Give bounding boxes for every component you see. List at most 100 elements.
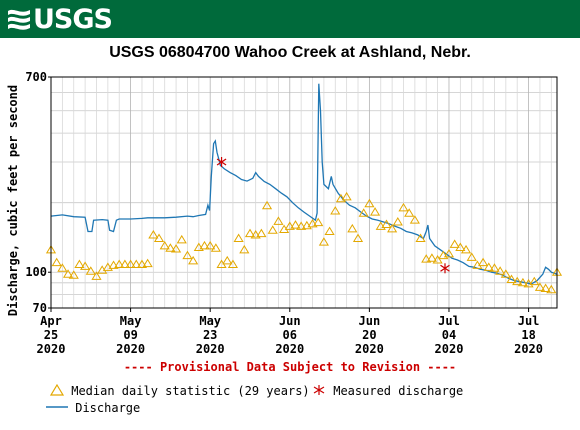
- median-point: [170, 244, 182, 253]
- asterisk-icon: [313, 385, 325, 395]
- median-point: [534, 282, 546, 291]
- x-tick-label: 2020: [514, 342, 543, 356]
- median-point: [176, 234, 187, 244]
- median-point: [284, 221, 295, 230]
- median-point: [68, 270, 79, 279]
- median-point: [489, 263, 500, 272]
- median-point: [205, 240, 216, 250]
- median-point: [210, 243, 221, 252]
- median-point: [153, 233, 165, 242]
- median-point: [159, 240, 170, 250]
- plot-frame: [50, 76, 558, 309]
- median-point: [432, 254, 443, 264]
- median-point: [358, 208, 369, 217]
- median-point: [142, 258, 153, 268]
- median-point: [261, 200, 273, 210]
- median-point: [398, 202, 409, 212]
- measured-point: [216, 157, 227, 168]
- median-point: [409, 215, 420, 224]
- median-point: [136, 259, 148, 268]
- x-tick-label: Apr: [40, 314, 62, 328]
- line-icon: [46, 406, 68, 408]
- median-point: [250, 229, 261, 239]
- median-point: [114, 259, 125, 268]
- chart-grid: [50, 77, 557, 309]
- median-point: [256, 228, 267, 238]
- median-point: [57, 263, 68, 272]
- legend-label-median: Median daily statistic (29 years): [71, 384, 310, 398]
- median-point: [426, 253, 438, 262]
- median-point: [449, 239, 460, 248]
- median-point: [91, 271, 102, 280]
- median-point: [529, 276, 540, 286]
- median-point: [165, 243, 176, 252]
- median-point: [512, 276, 523, 286]
- median-point: [290, 220, 301, 229]
- median-point: [364, 198, 375, 208]
- legend-label-measured: Measured discharge: [333, 384, 464, 398]
- median-point: [392, 217, 403, 226]
- median-point: [546, 284, 557, 294]
- legend-item-measured: Measured discharge: [312, 384, 463, 398]
- median-point: [324, 226, 335, 236]
- x-tick-label: 04: [442, 328, 456, 342]
- x-tick-label: 09: [123, 328, 137, 342]
- x-tick-label: 2020: [37, 342, 66, 356]
- usgs-header-bar: USGS: [0, 0, 580, 38]
- median-point: [80, 261, 91, 270]
- median-point: [85, 266, 96, 275]
- median-point: [222, 255, 233, 265]
- x-tick-label: 2020: [435, 342, 464, 356]
- median-point: [227, 259, 239, 268]
- median-point: [387, 223, 398, 233]
- median-point: [313, 217, 324, 227]
- x-tick-label: 25: [44, 328, 58, 342]
- median-point: [296, 221, 307, 230]
- y-tick-label: 700: [25, 70, 47, 84]
- usgs-logo[interactable]: USGS: [6, 3, 113, 35]
- median-point: [199, 240, 210, 250]
- median-point: [233, 233, 244, 242]
- median-point: [478, 257, 489, 267]
- x-tick-label: 2020: [275, 342, 304, 356]
- median-point: [500, 269, 511, 278]
- y-tick-label: 70: [33, 301, 47, 315]
- x-tick-label: Jun: [279, 314, 301, 328]
- y-tick-label: 100: [25, 265, 47, 279]
- x-tick-label: May: [199, 314, 221, 328]
- series-line-discharge: [50, 83, 558, 285]
- median-point: [404, 208, 415, 217]
- median-point: [455, 242, 466, 251]
- hydrograph-chart: 70 100 700 Discharge, cubic feet per second…: [6, 70, 563, 356]
- usgs-wave-logo-icon: [8, 9, 30, 30]
- chart-title: USGS 06804700 Wahoo Creek at Ashland, Ne…: [109, 44, 471, 61]
- median-point: [74, 259, 85, 268]
- median-point: [421, 254, 432, 263]
- median-point: [443, 248, 455, 258]
- legend-item-discharge: Discharge: [46, 401, 140, 415]
- median-point: [517, 277, 528, 287]
- median-point: [239, 244, 250, 254]
- x-tick-label: 23: [203, 328, 217, 342]
- median-point: [540, 283, 551, 293]
- median-point: [148, 229, 159, 239]
- median-point: [369, 207, 381, 216]
- median-point: [125, 259, 136, 268]
- plot-area: [45, 83, 563, 294]
- x-tick-label: 2020: [196, 342, 225, 356]
- median-point: [415, 233, 426, 242]
- y-axis-label: Discharge, cubic feet per second: [6, 85, 20, 316]
- median-point: [188, 255, 199, 265]
- median-point: [483, 262, 494, 271]
- median-point: [506, 274, 517, 283]
- chart-axes: 70 100 700 Discharge, cubic feet per second…: [6, 70, 558, 356]
- legend-label-discharge: Discharge: [75, 401, 141, 415]
- x-tick-label: 2020: [116, 342, 145, 356]
- measured-point: [440, 263, 450, 274]
- median-point: [318, 237, 329, 246]
- median-point: [119, 259, 130, 268]
- legend-item-median: Median daily statistic (29 years): [49, 383, 310, 398]
- x-tick-label: Jul: [438, 314, 460, 328]
- median-point: [347, 223, 358, 233]
- median-point: [341, 191, 352, 201]
